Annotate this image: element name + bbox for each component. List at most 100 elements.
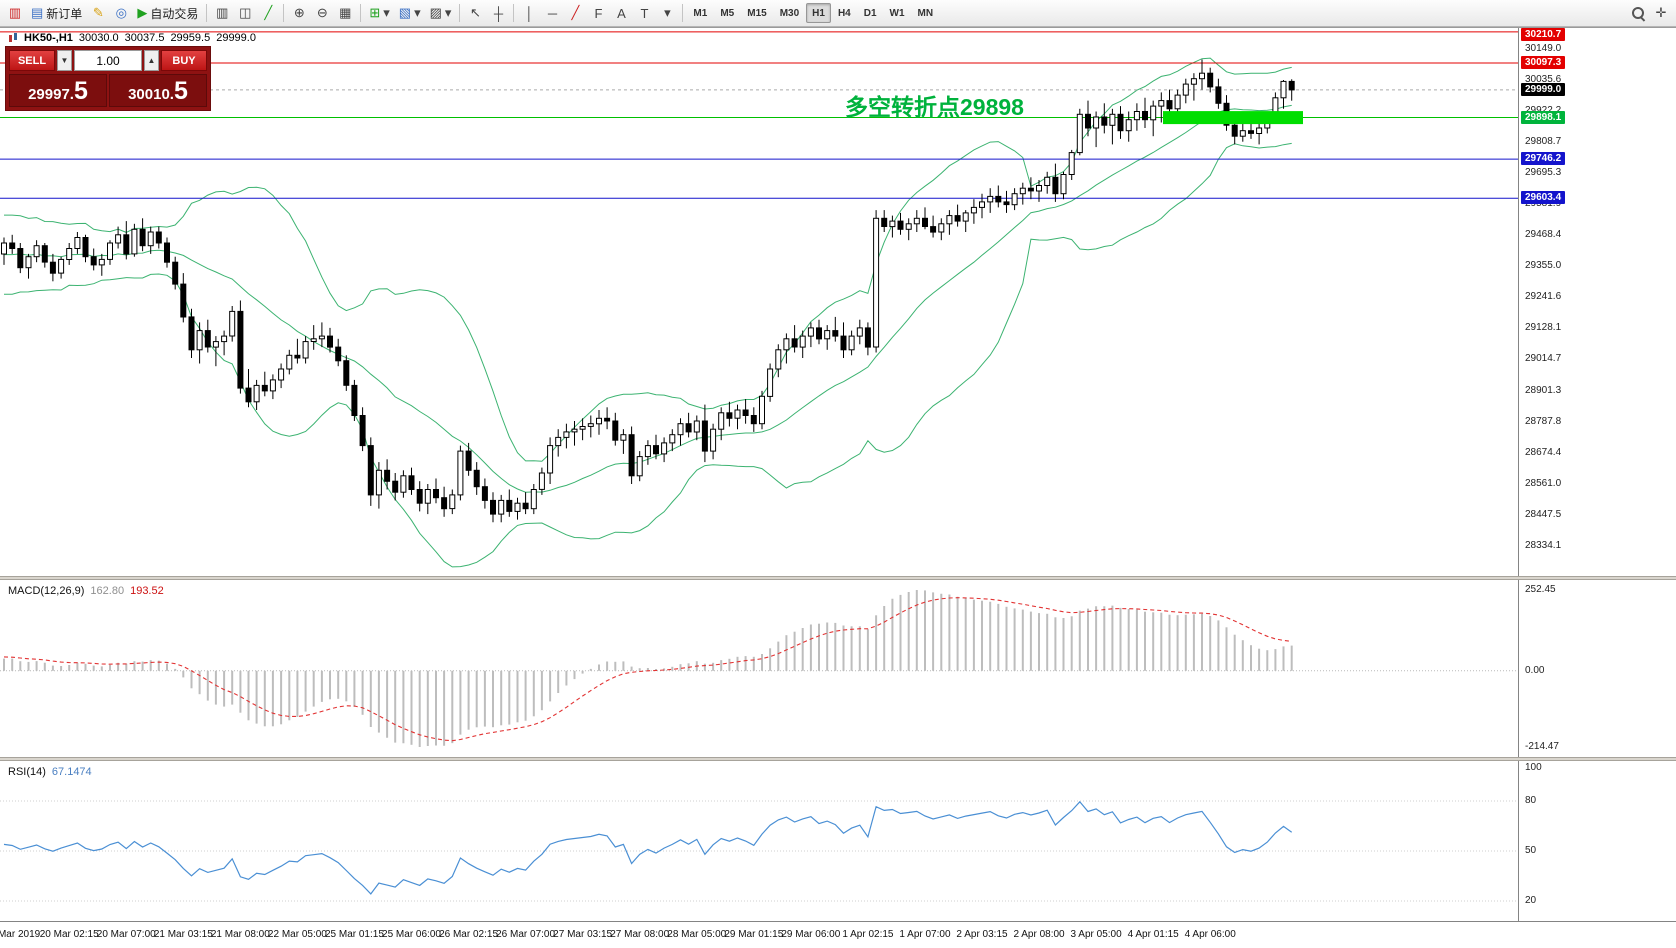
buy-price-display[interactable]: 30010. 5 bbox=[109, 74, 207, 107]
timeframe-button-h4[interactable]: H4 bbox=[837, 7, 851, 19]
volume-decrease-button[interactable]: ▼ bbox=[57, 50, 72, 71]
text-label-button[interactable]: T bbox=[633, 2, 655, 24]
timeframe-group: M1 M5 M15 M30 H1 H4 D1 W1 MN bbox=[687, 3, 939, 23]
macd-name: MACD(12,26,9) bbox=[8, 585, 85, 597]
price-axis[interactable]: 252.45 0.00 -214.47 100 80 50 20 30149.0 30035.6… bbox=[1518, 28, 1676, 921]
price-level-badge: 29898.1 bbox=[1521, 110, 1566, 124]
price-level-badge: 29603.4 bbox=[1521, 191, 1566, 205]
price-tick-label: 30035.6 bbox=[1525, 73, 1562, 85]
horizontal-line-button[interactable]: ─ bbox=[541, 2, 563, 24]
cursor-button[interactable]: ↖ bbox=[464, 2, 486, 24]
vertical-line-button[interactable]: │ bbox=[518, 2, 540, 24]
zoom-in-button[interactable]: ⊕ bbox=[288, 2, 310, 24]
new-order-button[interactable]: ▤ 新订单 bbox=[27, 2, 86, 24]
alert-button[interactable]: ◎ bbox=[110, 2, 132, 24]
time-axis-label: 21 Mar 03:15 bbox=[153, 929, 213, 940]
search-button[interactable] bbox=[1627, 2, 1649, 24]
high-value: 30037.5 bbox=[124, 32, 165, 44]
volume-input[interactable] bbox=[74, 50, 142, 71]
price-tick-label: 28674.4 bbox=[1525, 446, 1562, 458]
price-tick-label: 28447.5 bbox=[1525, 508, 1562, 520]
arrows-menu-icon: ▾ bbox=[664, 5, 671, 20]
price-tick-label: 30149.0 bbox=[1525, 42, 1562, 54]
crosshair-button[interactable]: ┼ bbox=[487, 2, 509, 24]
bar-chart-button[interactable]: ▥ bbox=[211, 2, 233, 24]
low-value: 29959.5 bbox=[170, 32, 211, 44]
volume-increase-button[interactable]: ▲ bbox=[144, 50, 159, 71]
sell-price-main: 29997. bbox=[28, 86, 74, 103]
indicators-button[interactable]: ⊞ ▾ bbox=[365, 2, 393, 24]
autotrading-button[interactable]: ▶ 自动交易 bbox=[133, 2, 202, 24]
toolbar-separator bbox=[459, 4, 461, 22]
autotrading-icon: ▶ bbox=[137, 5, 148, 20]
toolbar-separator bbox=[206, 4, 208, 22]
buy-button[interactable]: BUY bbox=[161, 50, 207, 71]
panel-splitter[interactable] bbox=[0, 576, 1676, 580]
price-tick-label: 29468.4 bbox=[1525, 229, 1562, 241]
pan-button[interactable]: ✛ bbox=[1650, 2, 1672, 24]
line-chart-icon: ╱ bbox=[264, 5, 273, 20]
text-button[interactable]: A bbox=[610, 2, 632, 24]
panel-splitter[interactable] bbox=[0, 757, 1676, 761]
price-tick-label: 29014.7 bbox=[1525, 353, 1562, 365]
rsi-name: RSI(14) bbox=[8, 766, 46, 778]
fibonacci-button[interactable]: F bbox=[587, 2, 609, 24]
zoom-out-icon: ⊖ bbox=[316, 5, 328, 20]
timeframe-button-mn[interactable]: MN bbox=[917, 7, 934, 19]
zoom-out-button[interactable]: ⊖ bbox=[311, 2, 333, 24]
search-icon bbox=[1631, 6, 1645, 20]
main-chart-canvas[interactable] bbox=[0, 28, 1518, 576]
chart-window-icon: ▥ bbox=[8, 5, 22, 20]
macd-indicator-canvas[interactable] bbox=[0, 580, 1518, 757]
trendline-button[interactable]: ╱ bbox=[564, 2, 586, 24]
sell-button[interactable]: SELL bbox=[9, 50, 55, 71]
objects-button[interactable]: ▧ ▾ bbox=[395, 2, 425, 24]
price-tick-label: 28334.1 bbox=[1525, 539, 1562, 551]
metaeditor-button[interactable]: ✎ bbox=[87, 2, 109, 24]
time-axis-label: 26 Mar 07:00 bbox=[496, 929, 556, 940]
templates-button[interactable]: ▨ ▾ bbox=[426, 2, 456, 24]
line-chart-button[interactable]: ╱ bbox=[257, 2, 279, 24]
timeframe-button-m30[interactable]: M30 bbox=[779, 7, 800, 19]
rsi-scale-label: 50 bbox=[1525, 845, 1537, 856]
crosshair-icon: ┼ bbox=[493, 5, 504, 21]
arrows-menu-button[interactable]: ▾ bbox=[656, 2, 678, 24]
candlestick-chart-button[interactable]: ◫ bbox=[234, 2, 256, 24]
timeframe-button-d1[interactable]: D1 bbox=[863, 7, 877, 19]
price-tick-label: 29808.7 bbox=[1525, 136, 1562, 147]
timeframe-button-m5[interactable]: M5 bbox=[720, 7, 735, 19]
candlestick-series bbox=[1, 59, 1295, 523]
timeframe-button-h1[interactable]: H1 bbox=[806, 3, 831, 23]
turning-point-annotation[interactable]: 多空转折点29898 bbox=[845, 94, 1024, 120]
sell-price-display[interactable]: 29997. 5 bbox=[9, 74, 107, 107]
time-axis-label: 3 Apr 05:00 bbox=[1070, 929, 1122, 940]
price-level-badge: 29746.2 bbox=[1521, 152, 1566, 166]
text-icon: A bbox=[617, 5, 626, 21]
macd-signal-line bbox=[3, 597, 1292, 742]
price-level-badge: 29999.0 bbox=[1521, 82, 1566, 96]
macd-pane-label: MACD(12,26,9) 162.80 193.52 bbox=[8, 585, 164, 597]
pan-icon: ✛ bbox=[1655, 5, 1667, 20]
rsi-pane-label: RSI(14) 67.1474 bbox=[8, 766, 92, 778]
time-axis-label: 20 Mar 02:15 bbox=[39, 929, 99, 940]
indicators-icon: ⊞ bbox=[369, 5, 381, 20]
trendline-icon: ╱ bbox=[571, 5, 580, 20]
macd-signal-value: 193.52 bbox=[130, 585, 164, 597]
time-axis-label: 2 Apr 03:15 bbox=[956, 929, 1008, 940]
symbol-label: HK50-,H1 bbox=[24, 32, 73, 44]
time-axis-label: 22 Mar 05:00 bbox=[267, 929, 327, 940]
tile-windows-button[interactable]: ▦ bbox=[334, 2, 356, 24]
price-tick-label: 28901.3 bbox=[1525, 384, 1562, 396]
timeframe-button-m15[interactable]: M15 bbox=[747, 7, 767, 19]
rsi-indicator-canvas[interactable] bbox=[0, 761, 1518, 921]
time-axis-label: 29 Mar 06:00 bbox=[781, 929, 841, 940]
candlestick-chart-icon: ◫ bbox=[239, 5, 252, 20]
time-axis-label: 4 Apr 06:00 bbox=[1184, 929, 1236, 940]
zoom-in-icon: ⊕ bbox=[293, 5, 305, 20]
price-tick-label: 28787.8 bbox=[1525, 415, 1562, 427]
timeframe-button-w1[interactable]: W1 bbox=[889, 7, 905, 19]
timeframe-button-m1[interactable]: M1 bbox=[693, 7, 708, 19]
price-level-badge: 30210.7 bbox=[1521, 28, 1566, 41]
macd-histogram-value: 162.80 bbox=[90, 585, 125, 597]
